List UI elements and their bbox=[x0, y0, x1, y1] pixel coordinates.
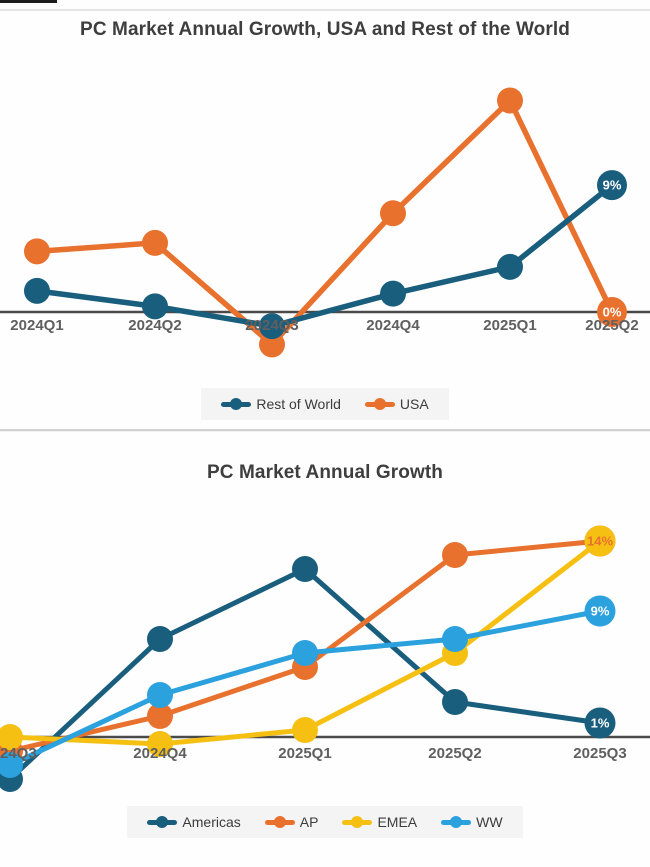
marker-USA-2024Q3 bbox=[259, 331, 285, 358]
legend-item-ap: AP bbox=[264, 814, 319, 830]
end-label-USA: 0% bbox=[603, 305, 622, 320]
chart2-legend: Americas AP EMEA WW bbox=[0, 806, 650, 838]
legend-label-ap: AP bbox=[299, 814, 319, 830]
legend-item-rest-of-world: Rest of World bbox=[221, 396, 341, 412]
tick-label-2024Q4: 2024Q4 bbox=[366, 317, 420, 334]
tick-label-2025Q2: 2025Q2 bbox=[585, 317, 638, 334]
ww-line-icon bbox=[441, 819, 472, 825]
legend-label-emea: EMEA bbox=[377, 814, 418, 830]
marker-USA-2025Q2 bbox=[597, 297, 627, 327]
screen-top-left-bar bbox=[0, 0, 57, 3]
end-label-Americas: 1% bbox=[591, 716, 610, 731]
tick-label-2024Q4: 2024Q4 bbox=[133, 745, 187, 762]
usa-line-icon bbox=[364, 401, 395, 407]
marker-USA-2024Q1 bbox=[24, 238, 50, 265]
legend-item-usa: USA bbox=[364, 396, 429, 412]
legend-label-rest-of-world: Rest of World bbox=[256, 396, 341, 412]
marker-Americas-2024Q4 bbox=[147, 626, 173, 652]
marker-AP-2025Q2 bbox=[442, 542, 468, 568]
line-Rest of World bbox=[34, 182, 615, 329]
marker-WW-2024Q3 bbox=[0, 752, 23, 778]
rest-of-world-line-icon bbox=[221, 401, 252, 407]
end-label-WW: 9% bbox=[591, 604, 610, 619]
legend-label-usa: USA bbox=[399, 396, 429, 412]
chart1-title: PC Market Annual Growth, USA and Rest of… bbox=[80, 19, 570, 40]
ap-line-icon bbox=[264, 819, 295, 825]
chart2-legend-box: Americas AP EMEA WW bbox=[127, 806, 523, 838]
tick-label-2025Q1: 2025Q1 bbox=[483, 317, 536, 334]
marker-USA-2024Q4 bbox=[380, 200, 406, 227]
marker-Americas-2025Q3 bbox=[584, 707, 616, 739]
marker-EMEA-2025Q1 bbox=[292, 717, 318, 743]
marker-WW-2025Q3 bbox=[584, 595, 616, 627]
marker-WW-2025Q1 bbox=[292, 640, 318, 666]
emea-line-icon bbox=[342, 819, 373, 825]
marker-USA-2025Q1 bbox=[497, 87, 523, 114]
marker-Americas-2025Q2 bbox=[442, 689, 468, 715]
marker-Rest of World-2024Q1 bbox=[24, 277, 50, 304]
legend-item-ww: WW bbox=[441, 814, 503, 830]
legend-label-americas: Americas bbox=[182, 814, 241, 830]
tick-label-2024Q1: 2024Q1 bbox=[10, 317, 63, 334]
marker-AP-2024Q4 bbox=[147, 703, 173, 729]
marker-USA-2024Q2 bbox=[142, 229, 168, 256]
legend-item-americas: Americas bbox=[147, 814, 241, 830]
marker-Rest of World-2024Q3 bbox=[259, 313, 285, 340]
end-label-AP: 14% bbox=[587, 534, 613, 549]
marker-WW-2024Q4 bbox=[147, 682, 173, 708]
top-divider-line bbox=[0, 9, 650, 11]
marker-Rest of World-2025Q1 bbox=[497, 253, 523, 280]
marker-Rest of World-2024Q4 bbox=[380, 280, 406, 307]
line-USA bbox=[34, 97, 615, 348]
chart1-legend-box: Rest of World USA bbox=[201, 388, 449, 420]
americas-line-icon bbox=[147, 819, 178, 825]
marker-Americas-2025Q1 bbox=[292, 556, 318, 582]
tick-label-2024Q3: 2024Q3 bbox=[0, 745, 37, 762]
tick-label-2024Q2: 2024Q2 bbox=[128, 317, 181, 334]
legend-item-emea: EMEA bbox=[342, 814, 417, 830]
marker-Rest of World-2025Q2 bbox=[597, 170, 627, 201]
marker-EMEA-2025Q3 bbox=[584, 525, 616, 557]
chart2-canvas: 2024Q3 2024Q4 2025Q1 2025Q2 2025Q3 1% 14% 9% bbox=[0, 525, 650, 792]
legend-label-ww: WW bbox=[476, 814, 503, 830]
tick-label-2025Q3: 2025Q3 bbox=[573, 745, 626, 762]
marker-EMEA-2024Q3 bbox=[0, 724, 23, 750]
tick-label-2024Q3: 2024Q3 bbox=[245, 317, 298, 334]
marker-EMEA-2024Q4 bbox=[147, 731, 173, 757]
end-label-Rest of World: 9% bbox=[603, 178, 622, 193]
tick-label-2025Q1: 2025Q1 bbox=[278, 745, 331, 762]
marker-WW-2025Q2 bbox=[442, 626, 468, 652]
tick-label-2025Q2: 2025Q2 bbox=[428, 745, 481, 762]
marker-Rest of World-2024Q2 bbox=[142, 293, 168, 320]
chart1-legend: Rest of World USA bbox=[0, 388, 650, 420]
section-divider-line bbox=[0, 429, 650, 432]
chart2-title: PC Market Annual Growth bbox=[207, 462, 443, 483]
